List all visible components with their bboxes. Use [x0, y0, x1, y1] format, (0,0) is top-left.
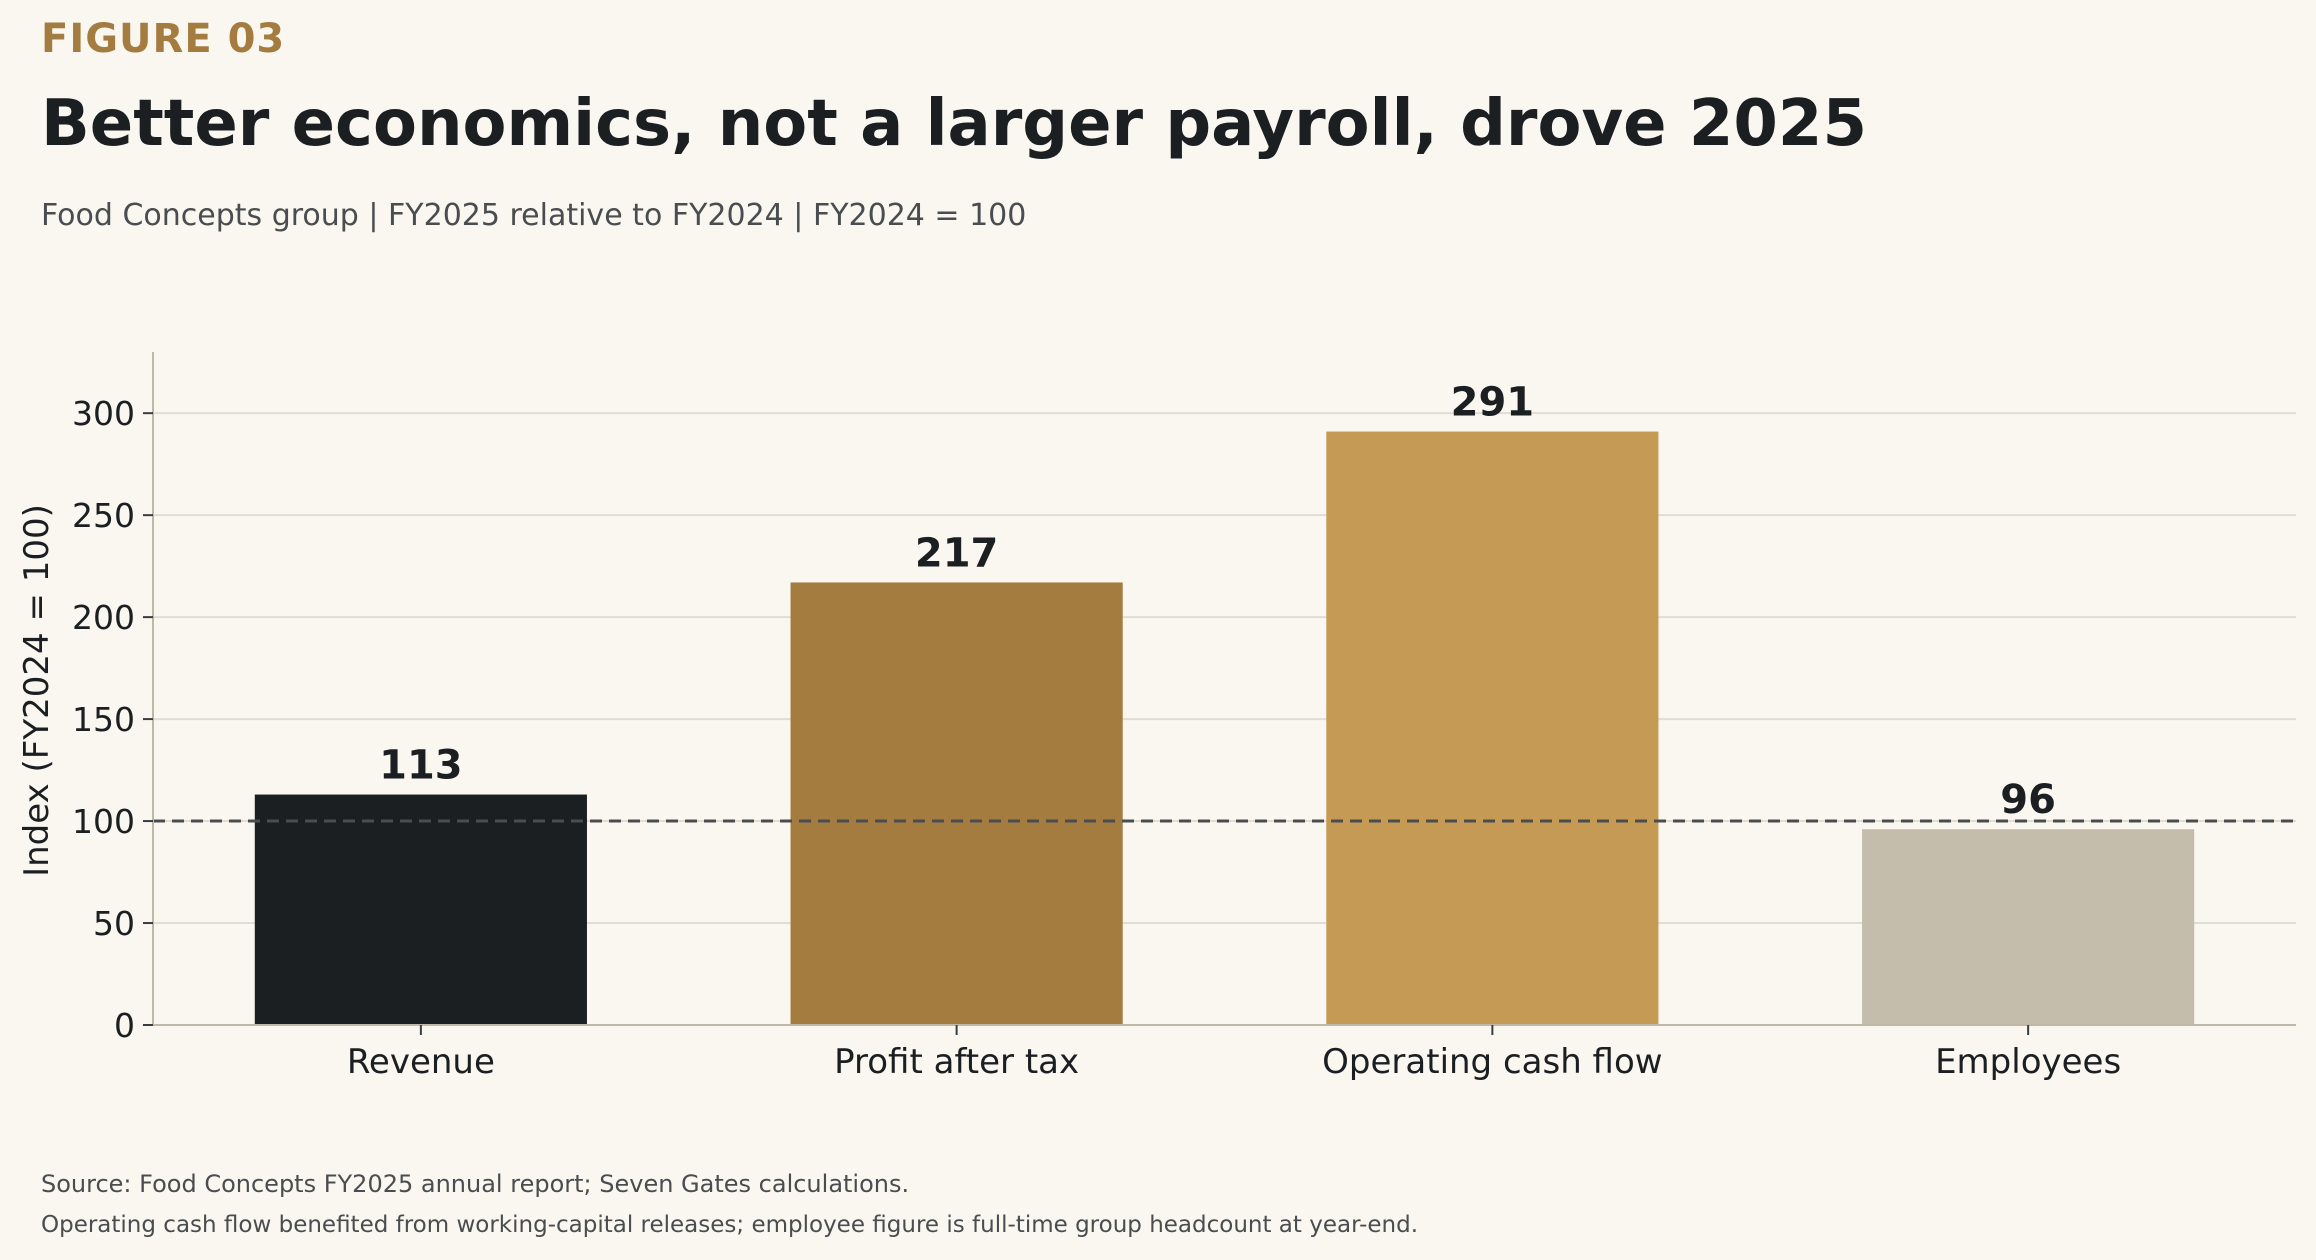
footnote: Operating cash flow benefited from worki… — [41, 1212, 1419, 1238]
bar-3 — [1862, 829, 2195, 1025]
bar-2 — [1326, 431, 1659, 1025]
data-label-3: 96 — [2000, 777, 2056, 823]
x-tick-label-1: Profit after tax — [834, 1042, 1079, 1082]
y-tick-label-3: 150 — [72, 700, 135, 739]
y-axis-title: Index (FY2024 = 100) — [17, 504, 57, 877]
data-label-2: 291 — [1451, 380, 1535, 426]
x-tick-label-3: Employees — [1935, 1042, 2121, 1082]
bar-0 — [254, 794, 587, 1025]
chart-subtitle: Food Concepts group | FY2025 relative to… — [41, 198, 1027, 233]
labels: 0 50 100 150 200 250 300 Revenue Profit after ta… — [17, 380, 2121, 1082]
data-label-1: 217 — [915, 530, 999, 576]
data-label-0: 113 — [379, 743, 463, 789]
axes — [143, 352, 2296, 1035]
figure-label: FIGURE 03 — [41, 16, 286, 62]
chart-title: Better economics, not a larger payroll, … — [41, 87, 1867, 161]
source-note: Source: Food Concepts FY2025 annual repo… — [41, 1170, 910, 1198]
y-tick-label-2: 100 — [72, 802, 135, 841]
y-tick-label-1: 50 — [93, 904, 135, 943]
y-tick-label-6: 300 — [72, 394, 135, 433]
x-tick-label-2: Operating cash flow — [1322, 1042, 1662, 1082]
y-tick-label-4: 200 — [72, 598, 135, 637]
x-tick-label-0: Revenue — [347, 1042, 495, 1082]
y-tick-label-0: 0 — [114, 1006, 135, 1045]
bars — [254, 431, 2195, 1025]
y-tick-label-5: 250 — [72, 496, 135, 535]
bar-1 — [790, 582, 1123, 1025]
